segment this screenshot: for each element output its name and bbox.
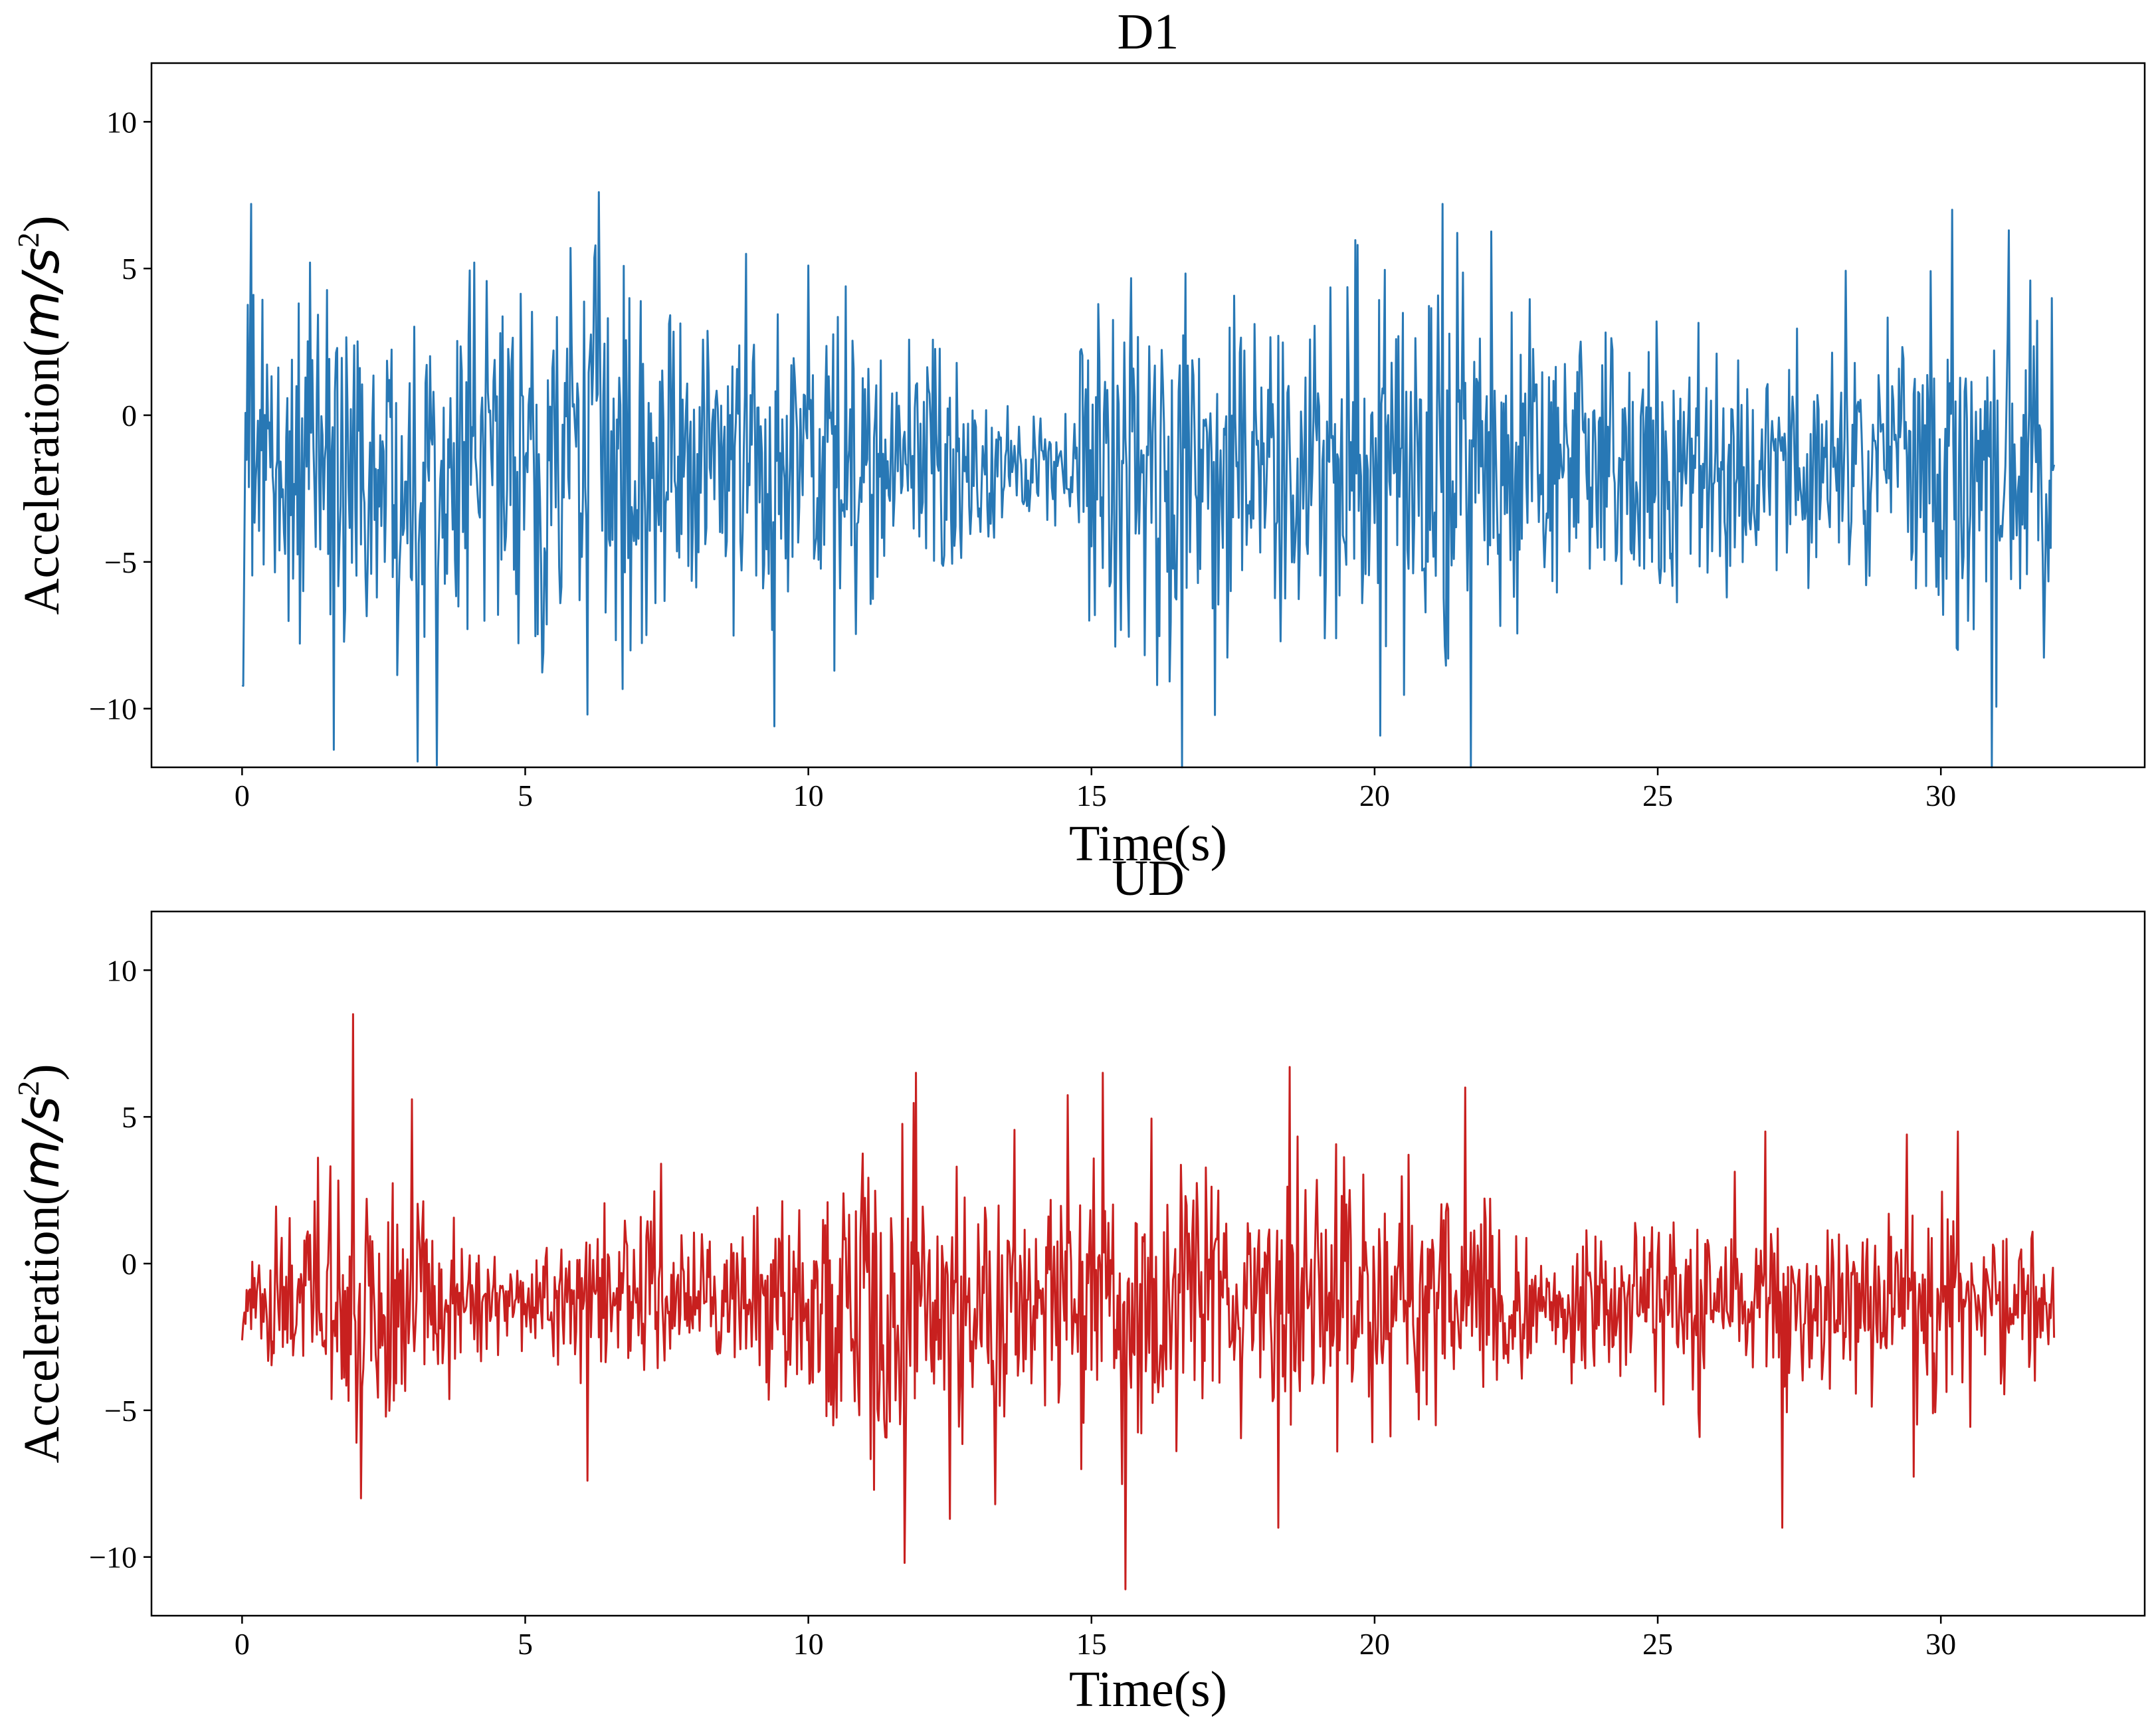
y-tick-label: 5 — [122, 252, 137, 286]
x-tick-label: 0 — [235, 779, 250, 812]
y-axis-label: Acceleration(m/s2) — [11, 1064, 70, 1463]
series-line — [241, 1013, 2056, 1590]
y-tick-label: 5 — [122, 1100, 137, 1134]
y-tick-label: −10 — [89, 692, 137, 726]
x-tick-label: 20 — [1359, 1627, 1390, 1661]
y-tick-label: −5 — [104, 545, 137, 579]
subplot-ud: UD 0 5 10 15 20 25 30 −10 −5 0 5 10 Time(s) Accele… — [11, 850, 2146, 1717]
x-tick-label: 30 — [1925, 1627, 1956, 1661]
y-tick-label: 0 — [122, 399, 137, 432]
y-axis-label: Acceleration(m/s2) — [11, 215, 70, 615]
x-axis-label: Time(s) — [1069, 816, 1227, 872]
y-tick-label: 0 — [122, 1247, 137, 1281]
x-tick-label: 25 — [1642, 1627, 1673, 1661]
x-tick-label: 0 — [235, 1627, 250, 1661]
y-tick-label: 10 — [106, 953, 137, 987]
x-axis-label: Time(s) — [1069, 1662, 1227, 1717]
chart-title: UD — [1112, 850, 1185, 906]
x-tick-label: 20 — [1359, 779, 1390, 812]
y-tick-label: −5 — [104, 1394, 137, 1428]
x-tick-label: 25 — [1642, 779, 1673, 812]
x-tick-label: 15 — [1076, 779, 1107, 812]
y-tick-label: −10 — [89, 1541, 137, 1575]
chart-title: D1 — [1118, 4, 1179, 60]
x-tick-label: 30 — [1925, 779, 1956, 812]
x-ticks: 0 5 10 15 20 25 30 — [235, 1616, 1956, 1661]
x-tick-label: 10 — [793, 779, 824, 812]
subplot-d1: D1 0 5 10 15 20 25 30 −10 −5 0 5 10 Time(s) Accele… — [11, 4, 2146, 872]
x-tick-label: 10 — [793, 1627, 824, 1661]
y-ticks: −10 −5 0 5 10 — [89, 105, 151, 726]
series-layer — [241, 191, 2056, 769]
y-tick-label: 10 — [106, 105, 137, 139]
series-line — [241, 191, 2056, 769]
x-tick-label: 5 — [518, 1627, 533, 1661]
x-tick-label: 15 — [1076, 1627, 1107, 1661]
x-ticks: 0 5 10 15 20 25 30 — [235, 767, 1956, 812]
x-tick-label: 5 — [518, 779, 533, 812]
series-layer — [241, 1013, 2056, 1590]
y-ticks: −10 −5 0 5 10 — [89, 953, 151, 1575]
